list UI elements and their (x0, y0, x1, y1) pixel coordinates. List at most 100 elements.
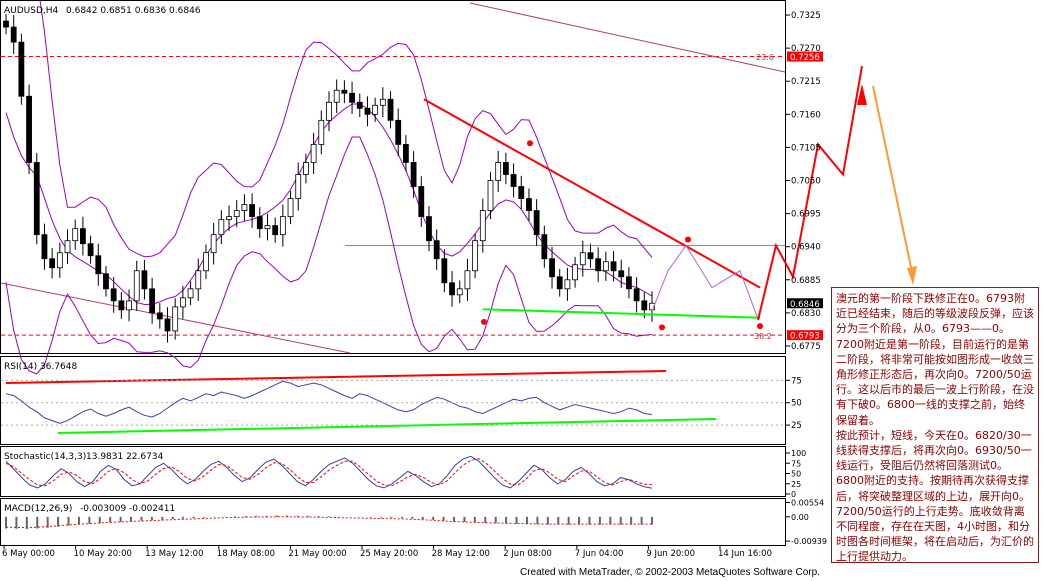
price-tick-label: 0.7270 (791, 44, 821, 54)
candle-body (364, 107, 371, 115)
pivot-dot (481, 318, 487, 325)
decline-arrow-head (907, 266, 917, 285)
stochastic-pane[interactable] (0, 446, 786, 497)
candle-body (433, 240, 440, 260)
price-tick-label: 0.6885 (791, 276, 821, 286)
band-upper (39, 0, 653, 258)
candle-body (126, 300, 132, 311)
rsi-tick-label: 75 (791, 376, 802, 386)
candle-body (203, 252, 209, 272)
price-tag-low-box (787, 330, 823, 341)
candle-body (510, 174, 517, 187)
candle-body (602, 261, 609, 272)
time-tick-label: 13 May 12:00 (145, 549, 203, 559)
fib-label-top: 23.6 (756, 53, 774, 62)
candle-body (256, 216, 263, 230)
candle-body (341, 89, 348, 94)
rsi-label: RSI(14) 36.7648 (4, 362, 77, 372)
candle-body (579, 252, 586, 266)
candle-body (495, 162, 502, 181)
credit-footer: Created with MetaTrader, © 2002-2003 Met… (520, 567, 820, 578)
candle-body (110, 288, 117, 302)
candle-body (179, 297, 186, 308)
analysis-note: 澳元的第一阶段下跌修正在0。6793附近已经结束，随后的等级波段反弹，应该分为三… (831, 287, 1039, 563)
macd-label: MACD(12,26,9) (4, 504, 72, 514)
price-tick-label: 0.6940 (791, 243, 821, 253)
price-tick-label: 0.7050 (791, 177, 821, 187)
price-tag-current-box (787, 298, 823, 309)
candle-body (487, 180, 494, 211)
candle-body (279, 216, 286, 236)
price-tick-label: 0.7105 (791, 143, 821, 153)
candle-body (156, 312, 163, 320)
time-tick-label: 2 Jun 08:00 (503, 549, 552, 559)
stoch-tick-label: 100 (791, 449, 806, 458)
candle-body (264, 225, 271, 230)
candle-body (295, 174, 302, 199)
note-paragraph-2: 按此预计，短线，今天在0。6820/30一线获得支撑后，将再次向0。6930/5… (836, 428, 1034, 563)
macd-tick-label: -0.00939 (791, 537, 827, 546)
candle-body (403, 144, 409, 163)
macd-pane[interactable] (0, 498, 786, 546)
macd-values: -0.003009 -0.002411 (80, 504, 175, 514)
stochastic-label: Stochastic(14,3,3) (4, 452, 86, 462)
candle-body (333, 89, 340, 103)
candle-body (618, 270, 625, 278)
stoch-tick-label: 75 (791, 459, 801, 468)
candle-body (195, 270, 202, 290)
candle-body (33, 162, 40, 236)
candle-body (418, 186, 425, 218)
candle-body (164, 318, 171, 332)
candle-body (379, 98, 386, 106)
candle-body (310, 144, 317, 163)
candle-body (41, 234, 48, 260)
candle-body (18, 41, 25, 97)
candle-body (241, 204, 248, 211)
time-tick-label: 9 Jun 20:00 (646, 549, 695, 559)
candle-body (318, 119, 325, 145)
band-lower (5, 136, 653, 375)
candle-body (218, 219, 225, 236)
price-tag-current: 0.6846 (790, 300, 820, 310)
candle-body (633, 288, 640, 302)
candle-body (372, 104, 379, 115)
candles-layer (3, 13, 655, 343)
candle-body (80, 228, 86, 245)
candle-body (133, 270, 140, 302)
macd-tick-label: 0.00 (791, 513, 809, 522)
price-tag-high: 0.7256 (790, 53, 820, 63)
candle-body (564, 279, 571, 290)
candle-body (26, 95, 32, 163)
candle-body (103, 273, 109, 290)
time-tick-label: 21 May 00:00 (288, 549, 346, 559)
stochastic-values: 13.9831 22.6734 (86, 452, 164, 462)
candle-body (141, 270, 148, 290)
candle-body (64, 240, 71, 254)
candle-body (326, 101, 332, 121)
candle-body (426, 216, 432, 242)
price-tick-label: 0.6995 (791, 210, 821, 220)
pivot-dot (757, 323, 763, 330)
projected-wave (651, 244, 759, 320)
candle-body (556, 276, 563, 290)
main-pane[interactable] (0, 0, 786, 354)
candle-body (572, 264, 578, 281)
pivot-dot (685, 236, 691, 243)
candle-body (49, 258, 56, 269)
ohlc-label: 0.6842 0.6851 0.6836 0.6846 (66, 6, 201, 16)
price-tag-low: 0.6793 (790, 332, 820, 342)
triangle-support-line (482, 308, 761, 319)
note-paragraph-1: 澳元的第一阶段下跌修正在0。6793附近已经结束，随后的等级波段反弹，应该分为三… (836, 292, 1034, 427)
macd-tick-label: 0.00554 (791, 498, 824, 507)
candle-body (533, 210, 540, 236)
candle-body (387, 98, 394, 121)
stoch-d-line (5, 458, 653, 487)
candle-body (149, 288, 156, 314)
rsi-tick-label: 25 (791, 421, 802, 431)
rsi-line (5, 380, 653, 424)
candle-body (449, 282, 455, 296)
pivot-dot (659, 324, 665, 331)
candle-body (3, 20, 9, 28)
time-tick-label: 28 May 12:00 (432, 549, 490, 559)
